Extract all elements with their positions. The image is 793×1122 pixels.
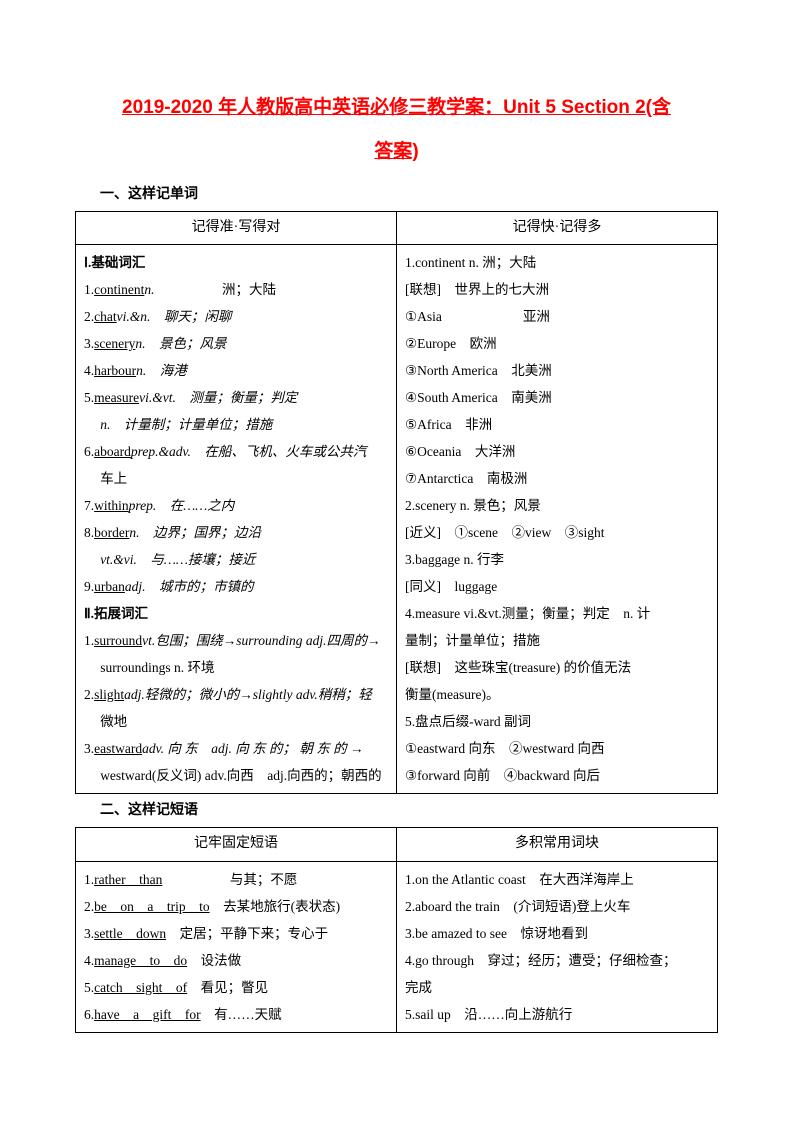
p5: 5.catch sight of 看见；瞥见 [84, 974, 388, 1001]
t1-left-cell: Ⅰ.基础词汇 1.continentn. 洲；大陆 2.chatvi.&n. 聊… [76, 245, 397, 794]
t2-header-right: 多积常用词块 [397, 827, 718, 861]
p2: 2.be on a trip to 去某地旅行(表状态) [84, 893, 388, 920]
q4b: 完成 [405, 974, 709, 1001]
left-h1: Ⅰ.基础词汇 [84, 249, 388, 276]
p4: 4.manage to do 设法做 [84, 947, 388, 974]
left-e3: 3.eastwardadv. 向 东 adj. 向 东 的； 朝 东 的 → [84, 735, 388, 762]
p1: 1.rather than 与其；不愿 [84, 866, 388, 893]
t1-header-left: 记得准·写得对 [76, 211, 397, 245]
r18: ③forward 向前 ④backward 向后 [405, 762, 709, 789]
r14: 4.measure vi.&vt.测量；衡量；判定 n. 计 [405, 600, 709, 627]
section2-heading: 二、这样记短语 [100, 798, 718, 825]
left-e2c: 微地 [84, 708, 388, 735]
left-i1: 1.continentn. 洲；大陆 [84, 276, 388, 303]
q2: 2.aboard the train (介词短语)登上火车 [405, 893, 709, 920]
r8: ⑥Oceania 大洋洲 [405, 438, 709, 465]
left-i7: 7.withinprep. 在……之内 [84, 492, 388, 519]
t2-left-cell: 1.rather than 与其；不愿 2.be on a trip to 去某… [76, 861, 397, 1032]
left-e1: 1.surroundvt.包围；围绕→surrounding adj.四周的→ [84, 627, 388, 654]
r1: 1.continent n. 洲；大陆 [405, 249, 709, 276]
r6: ④South America 南美洲 [405, 384, 709, 411]
r15b: 衡量(measure)。 [405, 681, 709, 708]
q1: 1.on the Atlantic coast 在大西洋海岸上 [405, 866, 709, 893]
r14b: 量制；计量单位；措施 [405, 627, 709, 654]
section1-heading: 一、这样记单词 [100, 182, 718, 209]
left-i8c: vt.&vi. 与……接壤；接近 [84, 546, 388, 573]
r9: ⑦Antarctica 南极洲 [405, 465, 709, 492]
q4: 4.go through 穿过；经历；遭受；仔细检查； [405, 947, 709, 974]
r2: [联想] 世界上的七大洲 [405, 276, 709, 303]
r4: ②Europe 欧洲 [405, 330, 709, 357]
r10: 2.scenery n. 景色；风景 [405, 492, 709, 519]
t1-header-right: 记得快·记得多 [397, 211, 718, 245]
left-i4: 4.harbourn. 海港 [84, 357, 388, 384]
r13: [同义] luggage [405, 573, 709, 600]
p3: 3.settle down 定居；平静下来；专心于 [84, 920, 388, 947]
r5: ③North America 北美洲 [405, 357, 709, 384]
q3: 3.be amazed to see 惊讶地看到 [405, 920, 709, 947]
left-e3c: westward(反义词) adv.向西 adj.向西的；朝西的 [84, 762, 388, 789]
vocab-table: 记得准·写得对 记得快·记得多 Ⅰ.基础词汇 1.continentn. 洲；大… [75, 211, 718, 795]
r17: ①eastward 向东 ②westward 向西 [405, 735, 709, 762]
doc-title-line2: 答案) [75, 134, 718, 170]
r12: 3.baggage n. 行李 [405, 546, 709, 573]
p6: 6.have a gift for 有……天赋 [84, 1001, 388, 1028]
r3: ①Asia 亚洲 [405, 303, 709, 330]
left-i6c: 车上 [84, 465, 388, 492]
left-e2: 2.slightadj.轻微的；微小的→slightly adv.稍稍；轻 [84, 681, 388, 708]
left-i6: 6.aboardprep.&adv. 在船、飞机、火车或公共汽 [84, 438, 388, 465]
r15: [联想] 这些珠宝(treasure) 的价值无法 [405, 654, 709, 681]
left-i9: 9.urbanadj. 城市的；市镇的 [84, 573, 388, 600]
t2-right-cell: 1.on the Atlantic coast 在大西洋海岸上 2.aboard… [397, 861, 718, 1032]
t2-header-left: 记牢固定短语 [76, 827, 397, 861]
r7: ⑤Africa 非洲 [405, 411, 709, 438]
left-h2: Ⅱ.拓展词汇 [84, 600, 388, 627]
phrase-table: 记牢固定短语 多积常用词块 1.rather than 与其；不愿 2.be o… [75, 827, 718, 1033]
r16: 5.盘点后缀-ward 副词 [405, 708, 709, 735]
left-i2: 2.chatvi.&n. 聊天；闲聊 [84, 303, 388, 330]
left-i8: 8.bordern. 边界；国界；边沿 [84, 519, 388, 546]
doc-title-line1: 2019-2020 年人教版高中英语必修三教学案：Unit 5 Section … [75, 90, 718, 126]
r11: [近义] ①scene ②view ③sight [405, 519, 709, 546]
left-i5c: n. 计量制；计量单位；措施 [84, 411, 388, 438]
left-i5: 5.measurevi.&vt. 测量；衡量；判定 [84, 384, 388, 411]
left-e1c: surroundings n. 环境 [84, 654, 388, 681]
left-i3: 3.sceneryn. 景色；风景 [84, 330, 388, 357]
q5: 5.sail up 沿……向上游航行 [405, 1001, 709, 1028]
t1-right-cell: 1.continent n. 洲；大陆 [联想] 世界上的七大洲 ①Asia 亚… [397, 245, 718, 794]
